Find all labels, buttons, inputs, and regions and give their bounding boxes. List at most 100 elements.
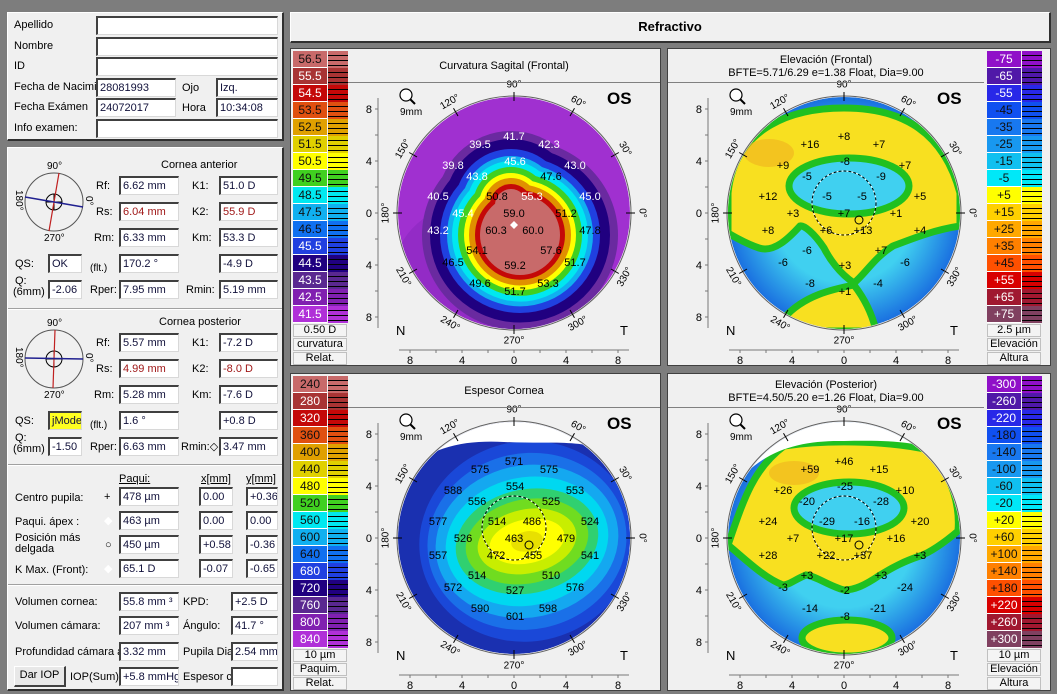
espesor-label: Espesor c [183,671,231,683]
map-elevation-front[interactable]: 0° 30° 60° 90° 120° 150° 180° 210° 240° 270° 300° 3… [667,48,1051,366]
magnifier-icon[interactable] [399,413,416,430]
id-field[interactable] [96,57,278,76]
kpd-field[interactable]: +2.5 D [231,592,278,611]
scale-type-button[interactable]: Elevación [987,338,1041,351]
color-scale-legend[interactable]: -75 -65 -55 -45 -35 -25 -15 -5 +5 +15 +25 +35 +45 +55… [987,51,1042,365]
anterior-km-field[interactable]: 53.3 D [219,228,278,247]
profundidad-field[interactable]: 3.32 mm [119,642,179,661]
fecha-exam-field[interactable]: 24072017 [96,98,176,117]
corneal-map[interactable]: 0° 30° 60° 90° 120° 150° 180° 210° 240° 270° 300° 3… [668,374,1050,690]
angulo-field[interactable]: 41.7 ° [231,616,278,635]
compass-180-label: 180° [14,347,24,368]
pachy-value-field[interactable]: 463 µm [119,511,179,530]
posterior-q-field[interactable]: -1.50 [48,437,82,456]
corneal-map[interactable]: 0° 30° 60° 90° 120° 150° 180° 210° 240° 270° 300° 3… [668,49,1050,365]
posterior-axis-field[interactable]: 1.6 ° [119,411,179,430]
vol-cornea-field[interactable]: 55.8 mm ³ [119,592,179,611]
pachy-value-field[interactable]: 65.1 D [119,559,179,578]
pachy-x-field[interactable]: -0.07 [199,559,233,578]
scale-swatch [328,306,348,323]
apellido-field[interactable] [96,16,278,35]
iop-field[interactable]: +5.8 mmHg [119,667,179,686]
anterior-axis-field[interactable]: 170.2 ° [119,254,179,273]
pachy-x-field[interactable]: 0.00 [199,487,233,506]
fecha-nac-field[interactable]: 28081993 [96,78,176,97]
scale-step-value[interactable]: 0.50 D [293,324,347,337]
pachy-x-field[interactable]: 0.00 [199,511,233,530]
scale-step: -220 [987,410,1021,427]
scale-swatch [328,51,348,68]
posterior-astig-field[interactable]: +0.8 D [219,411,278,430]
magnifier-icon[interactable] [399,88,416,105]
pachy-y-field[interactable]: 0.00 [246,511,278,530]
nombre-field[interactable] [96,37,278,56]
posterior-k2-field[interactable]: -8.0 D [219,359,278,378]
anterior-rs-field[interactable]: 6.04 mm [119,202,179,221]
dar-iop-button[interactable]: Dar IOP [14,666,66,687]
map-curvature-sagital[interactable]: 0° 30° 60° 90° 120° 150° 180° 210° 240° 270° 300° 3… [290,48,661,366]
pachy-y-field[interactable]: -0.36 [246,535,278,554]
color-scale-legend[interactable]: 56.5 55.5 54.5 53.5 52.5 51.5 50.5 49.5 48.5 47.5… [293,51,348,365]
pachy-y-field[interactable]: +0.36 [246,487,278,506]
hora-field[interactable]: 10:34:08 [216,98,278,117]
profundidad-label: Profundidad cámara a [15,646,119,658]
posterior-rm-field[interactable]: 5.28 mm [119,385,179,404]
iop-label: IOP(Sum): [70,671,122,683]
scale-step-value[interactable]: 2.5 µm [987,324,1041,337]
anterior-qs-field[interactable]: OK [48,254,82,273]
posterior-rmin-field[interactable]: 3.47 mm [219,437,278,456]
pupila-field[interactable]: 2.54 mm [231,642,278,661]
pachy-y-field[interactable]: -0.65 [246,559,278,578]
color-scale-legend[interactable]: -300 -260 -220 -180 -140 -100 -60 -20 +20 +60 +100… [987,376,1042,690]
posterior-qs-field[interactable]: jMode [48,411,82,430]
corneal-map[interactable]: 0° 30° 60° 90° 120° 150° 180° 210° 240° 270° 300° 3… [291,49,660,365]
angle-label: 0° [966,208,977,218]
scale-type-button[interactable]: Paquim. [293,663,347,676]
scale-step: +65 [987,289,1021,306]
magnifier-icon[interactable] [729,413,746,430]
scale-type-button[interactable]: curvatura [293,338,347,351]
pachy-value-field[interactable]: 450 µm [119,535,179,554]
anterior-rf-field[interactable]: 6.62 mm [119,176,179,195]
posterior-rs-field[interactable]: 4.99 mm [119,359,179,378]
scale-step-value[interactable]: 10 µm [987,649,1041,662]
y-axis-tick-label: 4 [366,481,372,493]
vol-camara-field[interactable]: 207 mm ³ [119,616,179,635]
posterior-km-field[interactable]: -7.6 D [219,385,278,404]
map-thickness[interactable]: 0° 30° 60° 90° 120° 150° 180° 210° 240° 270° 300° 3… [290,373,661,691]
scale-swatch [328,153,348,170]
anterior-k2-field[interactable]: 55.9 D [219,202,278,221]
map-value-label: 588 [444,485,462,497]
espesor-field[interactable] [231,667,278,686]
angle-label: 330° [615,265,635,288]
corneal-map[interactable]: 0° 30° 60° 90° 120° 150° 180° 210° 240° 270° 300° 3… [291,374,660,690]
scale-mode-button[interactable]: Relat. [293,352,347,365]
anterior-rper-field[interactable]: 7.95 mm [119,280,179,299]
info-field[interactable] [96,119,278,138]
anterior-astig-field[interactable]: -4.9 D [219,254,278,273]
angle-label: 0° [636,208,647,218]
map-elevation-back[interactable]: 0° 30° 60° 90° 120° 150° 180° 210° 240° 270° 300° 3… [667,373,1051,691]
anterior-rm-field[interactable]: 6.33 mm [119,228,179,247]
anterior-rs-label: Rs: [96,206,113,218]
anterior-q-field[interactable]: -2.06 [48,280,82,299]
scale-mode-button[interactable]: Relat. [293,677,347,690]
posterior-k1-field[interactable]: -7.2 D [219,333,278,352]
pachy-value-field[interactable]: 478 µm [119,487,179,506]
pachy-x-field[interactable]: +0.58 [199,535,233,554]
anterior-rmin-field[interactable]: 5.19 mm [219,280,278,299]
posterior-rf-field[interactable]: 5.57 mm [119,333,179,352]
anterior-k1-field[interactable]: 51.0 D [219,176,278,195]
posterior-rper-field[interactable]: 6.63 mm [119,437,179,456]
scale-mode-button[interactable]: Altura [987,677,1041,690]
ojo-field[interactable]: Izq. [216,78,278,97]
scale-mode-button[interactable]: Altura [987,352,1041,365]
scale-step-value[interactable]: 10 µm [293,649,347,662]
thinnest-point-marker [854,215,864,225]
angle-label: 120° [438,92,461,112]
color-scale-legend[interactable]: 240 280 320 360 400 440 480 520 560 600 640 680 720 7… [293,376,348,690]
map-title-text: Elevación (Frontal) [779,54,873,66]
pupil-outline [811,170,877,236]
scale-type-button[interactable]: Elevación [987,663,1041,676]
magnifier-icon[interactable] [729,88,746,105]
